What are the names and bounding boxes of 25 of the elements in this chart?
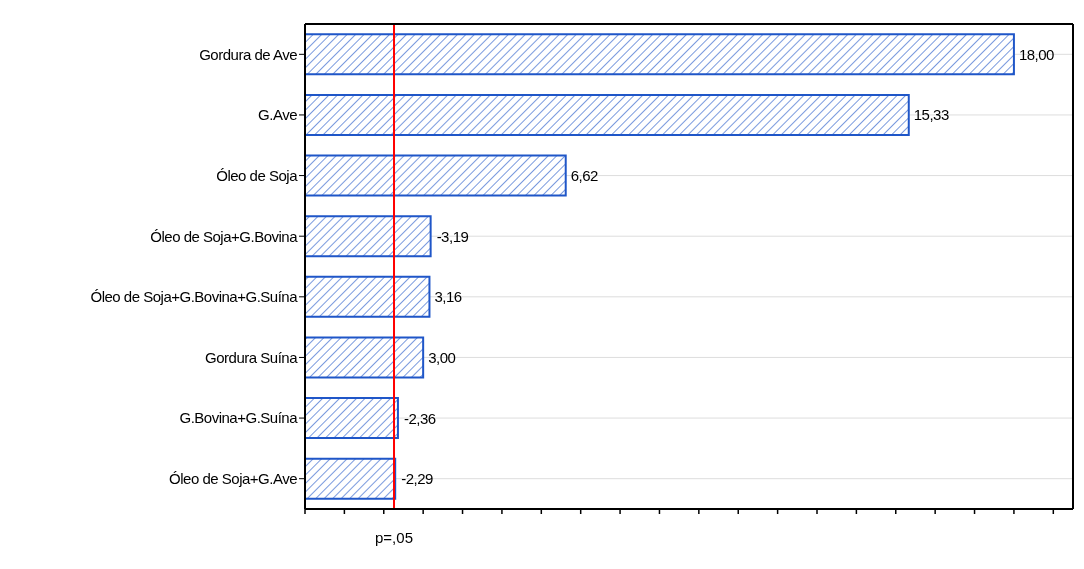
- data-label: 3,16: [434, 288, 462, 306]
- data-label: 15,33: [913, 106, 949, 124]
- annotation: -2,29: [401, 470, 434, 488]
- annotation: -2,36: [403, 409, 436, 427]
- y-tick-label: Óleo de Soja: [216, 166, 299, 184]
- ref-line-label: p=,05: [375, 529, 413, 546]
- bar: [305, 33, 1015, 76]
- y-tick-label: Óleo de Soja+G.Ave: [169, 470, 298, 488]
- y-tick-label: Gordura de Ave: [199, 45, 298, 63]
- data-label: 18,00: [1018, 45, 1055, 63]
- bar: [305, 397, 399, 440]
- data-label: 6,62: [570, 166, 599, 184]
- y-tick-label: G.Ave: [258, 106, 298, 124]
- y-tick-label: Óleo de Soja+G.Bovina: [150, 227, 299, 245]
- bar: [305, 154, 567, 197]
- annotation: -3,19: [436, 227, 469, 245]
- y-tick-label: G.Bovina+G.Suína: [179, 409, 299, 427]
- bar: [305, 93, 910, 136]
- bar: [305, 457, 397, 500]
- y-tick-label: Gordura Suína: [205, 348, 299, 366]
- bar: [305, 215, 432, 258]
- bar: [305, 336, 425, 379]
- data-label: 3,00: [428, 348, 456, 366]
- bar: [305, 275, 431, 318]
- y-tick-label: Óleo de Soja+G.Bovina+G.Suína: [90, 288, 299, 306]
